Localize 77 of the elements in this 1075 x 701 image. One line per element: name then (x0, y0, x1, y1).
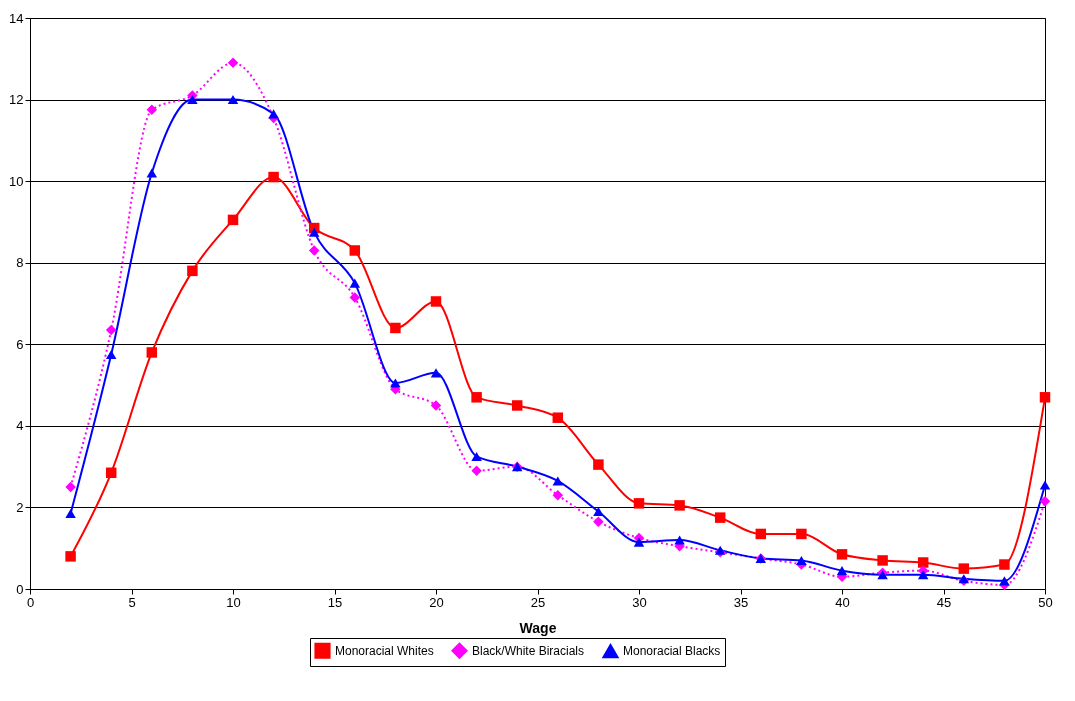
point (430, 400, 442, 411)
x-tick-label: 35 (733, 594, 749, 610)
y-tick-label: 0 (16, 581, 24, 597)
point (1039, 392, 1051, 403)
point (65, 551, 76, 562)
point (674, 535, 685, 545)
x-tick-label: 25 (530, 594, 546, 610)
point (105, 349, 117, 360)
point (593, 516, 604, 527)
x-tick-label: 45 (936, 594, 952, 610)
point (633, 498, 645, 509)
x-axis-title: Wage (519, 619, 557, 636)
x-tick-label: 0 (26, 594, 35, 610)
point (593, 459, 604, 470)
point (308, 245, 320, 256)
y-tick-label: 6 (16, 336, 24, 352)
point (999, 559, 1010, 570)
point (755, 528, 767, 540)
x-tick-label: 50 (1038, 594, 1053, 610)
point (471, 465, 482, 476)
y-tick-label: 4 (16, 418, 24, 434)
point (146, 104, 158, 116)
point (633, 537, 645, 547)
y-tick-label: 2 (16, 499, 24, 515)
point (105, 324, 117, 336)
point (105, 467, 117, 478)
point (349, 245, 361, 256)
x-tick-label: 15 (327, 594, 343, 610)
point (268, 171, 279, 183)
x-tick-label: 40 (835, 594, 850, 610)
point (430, 296, 442, 307)
x-tick-label: 10 (226, 594, 241, 610)
point (146, 347, 158, 358)
point (471, 451, 482, 461)
point (349, 278, 361, 288)
legend-label: Monoracial Blacks (623, 644, 721, 659)
point (390, 322, 401, 334)
y-tick-label: 12 (9, 92, 24, 108)
point (917, 557, 929, 568)
point (308, 227, 320, 237)
point (187, 265, 198, 277)
point (836, 549, 848, 560)
point (796, 555, 807, 565)
point (796, 528, 807, 540)
point (349, 292, 361, 303)
point (65, 481, 76, 493)
point (714, 512, 726, 523)
legend-label: Black/White Biracials (472, 643, 585, 658)
point (146, 168, 158, 178)
point (674, 500, 685, 511)
point (552, 489, 564, 501)
x-tick-label: 5 (128, 594, 136, 610)
point (227, 214, 239, 226)
y-tick-label: 8 (16, 255, 24, 271)
x-tick-label: 20 (429, 594, 444, 610)
point (390, 378, 401, 388)
point (430, 368, 442, 378)
point (187, 95, 198, 105)
point (836, 566, 848, 576)
point (593, 506, 604, 517)
legend-label: Monoracial Whites (335, 643, 434, 658)
point (227, 95, 239, 105)
point (917, 570, 929, 580)
point (877, 555, 888, 566)
point (511, 400, 523, 411)
y-tick-label: 14 (9, 10, 24, 26)
point (65, 509, 76, 519)
point (958, 563, 970, 574)
point (471, 392, 482, 403)
point (552, 412, 564, 423)
point (268, 109, 279, 119)
point (1039, 496, 1051, 507)
point (999, 576, 1010, 586)
x-tick-label: 30 (632, 594, 647, 610)
point (1039, 480, 1051, 490)
point (227, 57, 239, 69)
y-tick-label: 10 (9, 173, 24, 189)
